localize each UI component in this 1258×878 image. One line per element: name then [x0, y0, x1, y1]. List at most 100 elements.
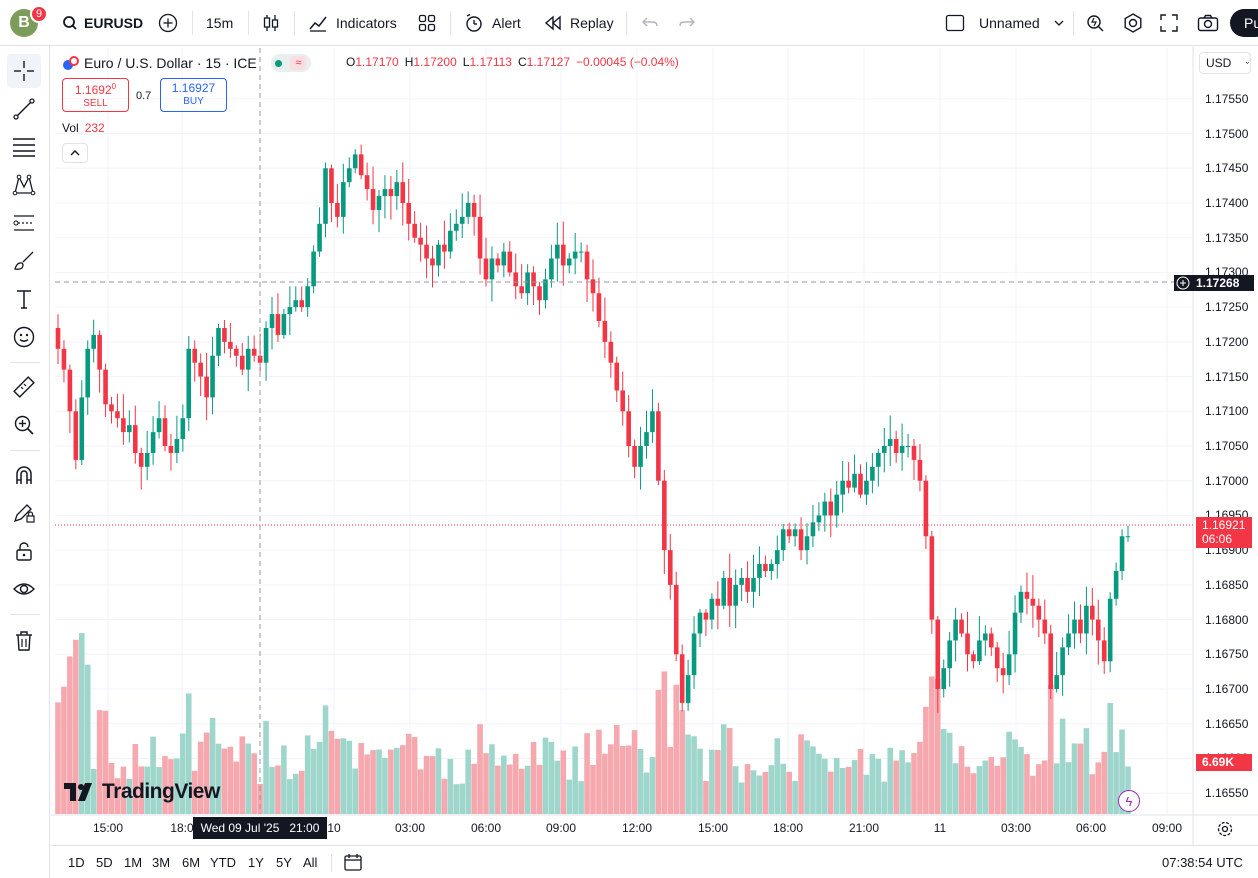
add-alert-icon[interactable]	[1174, 276, 1192, 290]
compare-symbol-button[interactable]	[158, 0, 178, 46]
publish-button[interactable]: Pu	[1230, 9, 1258, 37]
alert-label: Alert	[492, 15, 521, 31]
price-tick-label: 1.16800	[1205, 612, 1249, 627]
symbol-legend[interactable]: Euro / U.S. Dollar · 15 · ICE ≈	[62, 54, 311, 72]
tradingview-logo[interactable]: TradingView	[64, 780, 220, 804]
range-button-1d[interactable]: 1D	[68, 855, 85, 870]
forecast-tool[interactable]	[7, 206, 41, 240]
range-button-ytd[interactable]: YTD	[210, 855, 236, 870]
candle-body	[644, 432, 649, 446]
fib-tool[interactable]	[7, 130, 41, 164]
candle-body	[79, 397, 85, 460]
utc-clock[interactable]: 07:38:54 UTC	[1162, 855, 1243, 870]
volume-bar	[405, 733, 412, 814]
layout-menu-button[interactable]: Unnamed	[945, 0, 1066, 46]
candle	[1042, 599, 1048, 645]
indicators-button[interactable]: Indicators	[308, 0, 397, 46]
trend-line-tool[interactable]	[7, 92, 41, 126]
range-button-1y[interactable]: 1Y	[248, 855, 264, 870]
candle-body	[1084, 605, 1089, 634]
candle	[222, 320, 227, 354]
candle	[977, 616, 982, 666]
text-tool[interactable]	[7, 282, 41, 316]
market-status[interactable]: ≈	[270, 54, 311, 72]
toolbar-divider	[294, 11, 295, 35]
volume-legend[interactable]: Vol 232	[62, 121, 105, 135]
emoji-tool[interactable]	[7, 320, 41, 354]
volume-bar	[667, 746, 674, 814]
go-to-date-button[interactable]	[343, 852, 363, 875]
interval-button[interactable]: 15m	[206, 0, 233, 46]
buy-button[interactable]: 1.16927 BUY	[160, 78, 227, 112]
measure-tool[interactable]	[7, 370, 41, 404]
candle-body	[994, 647, 1000, 669]
pattern-tool[interactable]	[7, 168, 41, 202]
flash-icon[interactable]: ϟ	[1118, 790, 1140, 812]
chart-type-button[interactable]	[262, 0, 280, 46]
range-button-3m[interactable]: 3M	[152, 855, 171, 870]
range-button-5d[interactable]: 5D	[96, 855, 113, 870]
candle	[263, 321, 269, 381]
currency-button[interactable]: USD	[1199, 52, 1251, 74]
magnet-tool[interactable]	[7, 458, 41, 492]
range-button-1m[interactable]: 1M	[124, 855, 143, 870]
sell-button[interactable]: 1.16920 SELL	[62, 78, 129, 112]
snapshot-button[interactable]	[1197, 0, 1219, 46]
candle-body	[489, 258, 495, 280]
quick-search-icon	[1087, 15, 1104, 32]
candle	[156, 401, 162, 439]
candle-body	[73, 411, 79, 460]
collapse-legend-button[interactable]	[62, 143, 88, 163]
volume-bar	[732, 766, 739, 814]
candle	[715, 581, 721, 630]
candle	[887, 415, 893, 467]
crosshair-tool[interactable]	[7, 54, 41, 88]
brush-tool[interactable]	[7, 244, 41, 278]
volume-bar	[1071, 743, 1078, 814]
zoom-tool[interactable]	[7, 408, 41, 442]
stay-drawing-tool[interactable]	[7, 496, 41, 530]
toolbar-divider	[248, 11, 249, 35]
range-button-5y[interactable]: 5Y	[276, 855, 292, 870]
candle-body	[97, 334, 102, 370]
volume-bar	[429, 756, 436, 814]
candle-body	[1048, 633, 1054, 690]
close-label: C	[517, 55, 527, 69]
candle	[905, 433, 911, 458]
pencil-lock-icon	[13, 504, 35, 523]
volume-bar	[73, 639, 79, 814]
lock-drawings-tool[interactable]	[7, 534, 41, 568]
range-button-all[interactable]: All	[303, 855, 318, 870]
range-button-6m[interactable]: 6M	[182, 855, 201, 870]
candle	[370, 166, 376, 225]
redo-button[interactable]	[678, 0, 696, 46]
candle	[953, 607, 958, 662]
templates-button[interactable]	[418, 0, 436, 46]
settings-button[interactable]	[1122, 0, 1144, 46]
alert-button[interactable]: Alert	[464, 0, 521, 46]
quick-search-button[interactable]	[1085, 0, 1105, 46]
candle	[983, 625, 988, 656]
candle-body	[852, 473, 857, 488]
time-tick-label: 15:00	[92, 821, 124, 835]
volume-bar	[55, 702, 61, 814]
candle-body	[61, 348, 67, 370]
axis-settings-button[interactable]	[1216, 820, 1234, 841]
hide-drawings-tool[interactable]	[7, 572, 41, 606]
volume-bar	[150, 736, 156, 814]
grid-icon	[418, 14, 436, 32]
replay-button[interactable]: Replay	[544, 0, 614, 46]
candle-body	[596, 293, 602, 322]
fullscreen-button[interactable]	[1160, 0, 1178, 46]
undo-button[interactable]	[641, 0, 659, 46]
volume-bar	[1101, 751, 1108, 814]
volume-bar	[114, 778, 121, 814]
symbol-search-button[interactable]: EURUSD	[62, 0, 143, 46]
remove-drawings-tool[interactable]	[7, 624, 41, 658]
candle-body	[769, 564, 774, 571]
candle-body	[727, 577, 733, 606]
volume-bar	[685, 734, 691, 814]
time-tick-label: 21:00	[848, 821, 880, 835]
candle	[590, 259, 596, 312]
